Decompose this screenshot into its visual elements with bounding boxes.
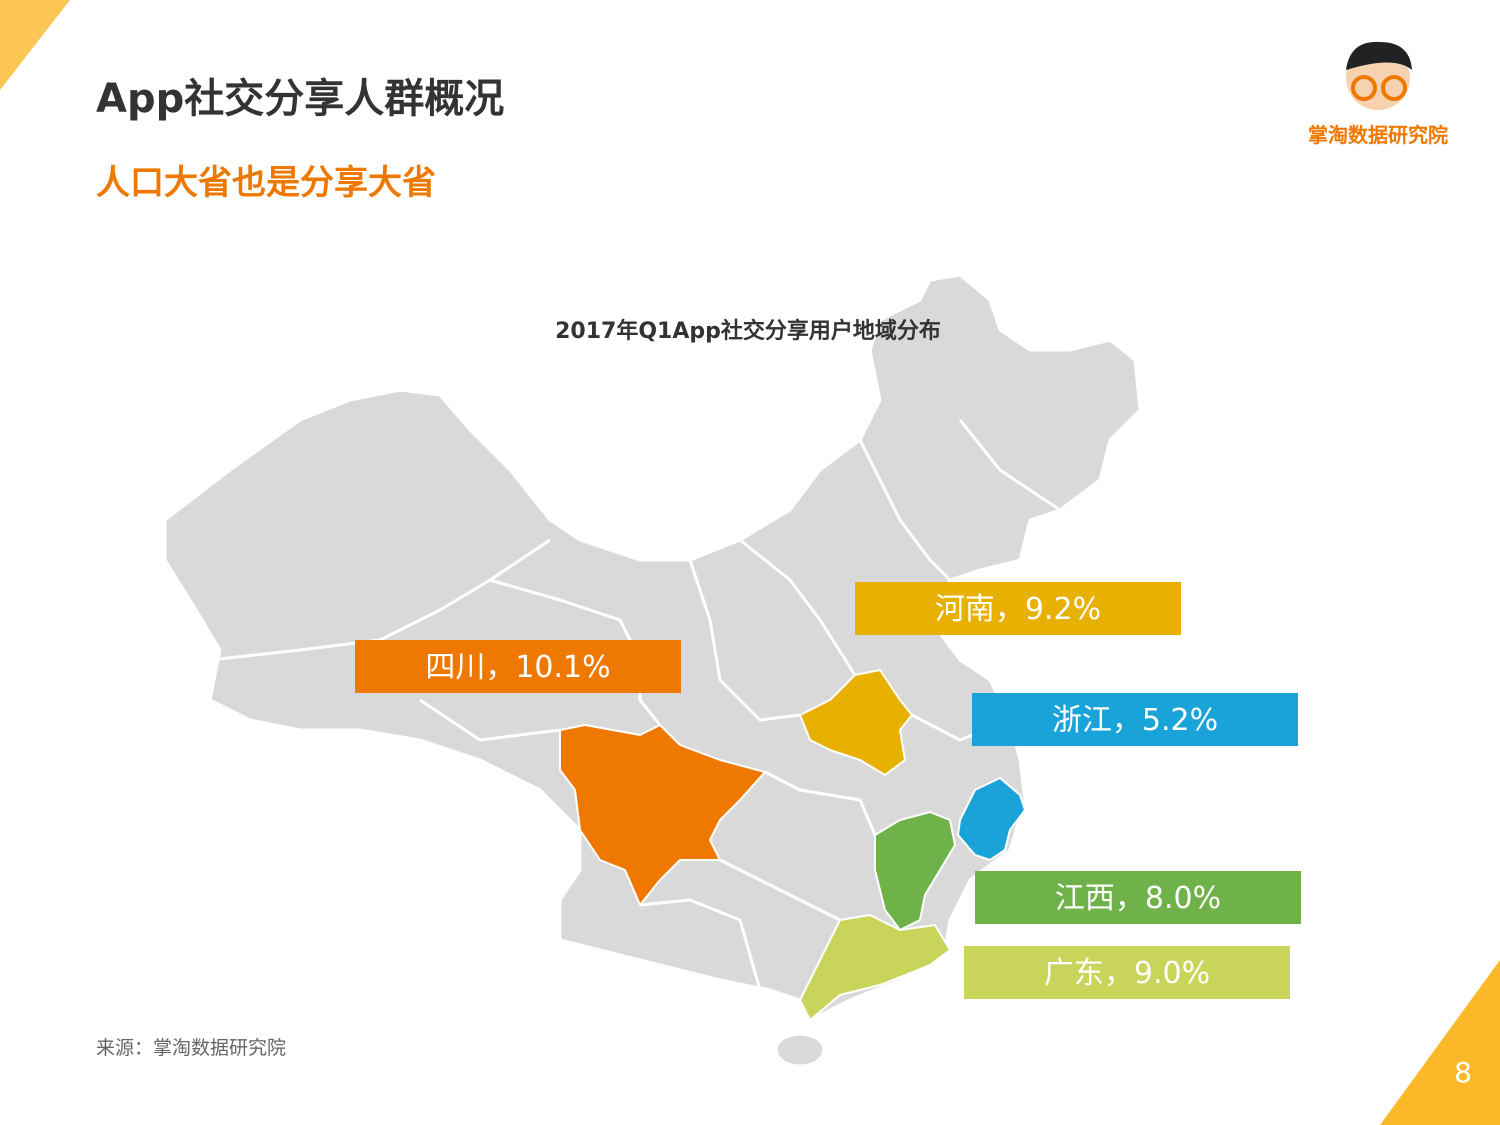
label-text: 河南，9.2% (935, 592, 1101, 627)
logo: 掌淘数据研究院 (1308, 41, 1448, 147)
province (799, 914, 951, 1021)
province (799, 669, 913, 776)
label-text: 广东，9.0% (1044, 956, 1210, 991)
map-title: 2017年Q1App社交分享用户地域分布 (555, 318, 941, 344)
corner-decoration (0, 0, 70, 90)
brand: 掌淘数据研究院 (1308, 123, 1448, 147)
label-text: 江西，8.0% (1055, 881, 1221, 916)
label-box (964, 946, 1290, 999)
label-box (975, 871, 1301, 924)
subtitle: 人口大省也是分享大省 (96, 163, 436, 203)
label-text: 四川，10.1% (425, 650, 610, 685)
label-box (355, 640, 681, 693)
page-number: 8 (1454, 1056, 1472, 1089)
label-text: 浙江，5.2% (1052, 703, 1218, 738)
label-box (855, 582, 1181, 635)
province (874, 811, 956, 931)
province (559, 724, 766, 906)
source: 来源：掌淘数据研究院 (96, 1037, 286, 1059)
region-labels: 河南，9.2% 四川，10.1% 浙江，5.2% 江西，8.0% 广东，9.0% (355, 582, 1301, 999)
corner-decoration (1380, 960, 1500, 1125)
province (957, 777, 1026, 861)
label-box (972, 693, 1298, 746)
title: App社交分享人群概况 (96, 76, 504, 122)
highlighted-provinces (559, 669, 1026, 1021)
